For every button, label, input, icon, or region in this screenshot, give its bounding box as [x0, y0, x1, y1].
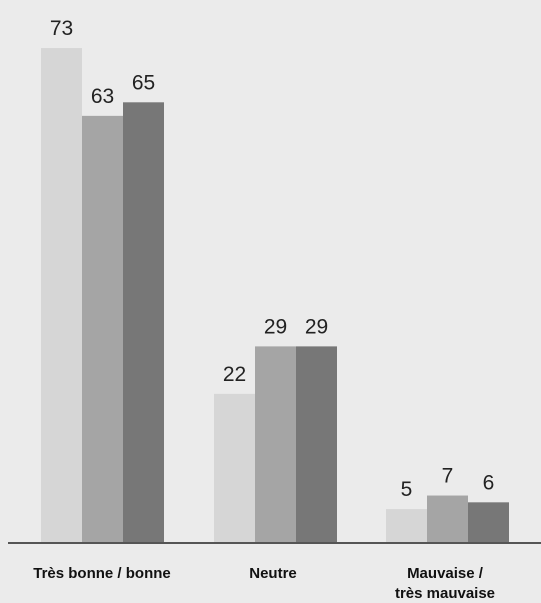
- value-label-1-2: 29: [305, 315, 328, 338]
- value-label-0-1: 63: [91, 85, 114, 108]
- value-label-0-2: 65: [132, 71, 155, 94]
- bar-2-2: [468, 502, 509, 543]
- value-label-2-2: 6: [483, 471, 495, 494]
- value-label-2-0: 5: [401, 478, 413, 501]
- category-labels-group: Très bonne / bonne Neutre Mauvaise / très m…: [33, 565, 495, 602]
- bar-1-1: [255, 346, 296, 543]
- category-label-1: Neutre: [249, 565, 297, 582]
- bar-1-2: [296, 346, 337, 543]
- category-label-2: Mauvaise / très mauvaise: [395, 565, 495, 602]
- bar-0-2: [123, 102, 164, 544]
- bar-2-0: [386, 509, 427, 543]
- bar-0-0: [41, 48, 82, 544]
- value-label-1-1: 29: [264, 315, 287, 338]
- bars-group: [41, 48, 509, 544]
- bar-0-1: [82, 115, 123, 544]
- bar-1-0: [214, 393, 255, 543]
- value-labels-group: 73 63 65 22 29 29 5 7 6: [50, 17, 495, 501]
- bar-2-1: [427, 495, 468, 543]
- category-label-0: Très bonne / bonne: [33, 565, 171, 582]
- value-label-1-0: 22: [223, 363, 246, 386]
- value-label-0-0: 73: [50, 17, 73, 40]
- value-label-2-1: 7: [442, 465, 454, 488]
